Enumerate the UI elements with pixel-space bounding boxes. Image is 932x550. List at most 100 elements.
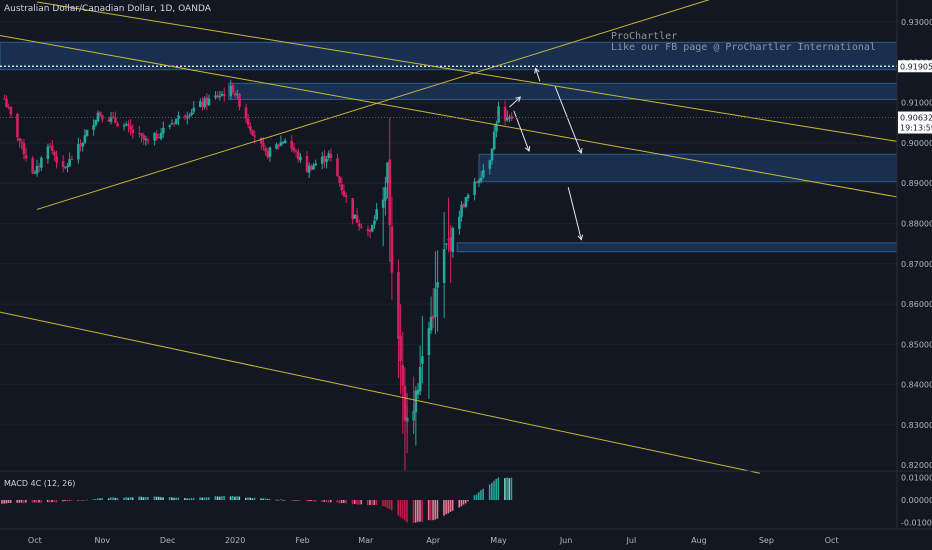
candle-body bbox=[479, 177, 483, 181]
candle-body bbox=[329, 154, 333, 158]
candle-body bbox=[216, 95, 220, 98]
candle-body bbox=[312, 165, 315, 170]
candle-body bbox=[246, 118, 250, 125]
candle-body bbox=[94, 119, 98, 126]
macd-bar bbox=[445, 500, 447, 515]
time-tick-label: Jun bbox=[559, 536, 573, 545]
candle-body bbox=[292, 147, 296, 151]
candle-body bbox=[421, 356, 424, 364]
watermark-line-1: ProChartler bbox=[611, 31, 678, 42]
candle-body bbox=[146, 140, 150, 142]
candle-body bbox=[436, 282, 439, 288]
macd-bar bbox=[462, 500, 465, 505]
macd-tick-label: 0.01000 bbox=[901, 474, 932, 483]
candle-body bbox=[357, 223, 361, 227]
macd-bar bbox=[236, 496, 238, 500]
candle-body bbox=[266, 151, 270, 158]
candle-body bbox=[508, 117, 511, 119]
macd-bar bbox=[77, 500, 79, 501]
macd-tick-label: -0.01000 bbox=[901, 518, 932, 527]
macd-bar bbox=[421, 500, 423, 522]
candle-body bbox=[299, 156, 302, 161]
candle-body bbox=[81, 143, 85, 147]
price-tick-label: 0.86000 bbox=[901, 300, 932, 309]
macd-bar bbox=[116, 497, 119, 500]
macd-bar bbox=[186, 498, 188, 500]
macd-bar bbox=[467, 500, 469, 502]
trendline bbox=[0, 311, 760, 474]
macd-bar bbox=[506, 477, 508, 500]
macd-bar bbox=[83, 500, 86, 501]
candle-body bbox=[458, 216, 461, 229]
candle-body bbox=[236, 93, 239, 95]
candle-body bbox=[305, 156, 309, 172]
macd-bar bbox=[33, 500, 36, 503]
candle-body bbox=[368, 230, 372, 232]
macd-bar bbox=[208, 497, 210, 500]
candle-body bbox=[370, 224, 374, 232]
macd-bar bbox=[297, 500, 299, 501]
macd-bar bbox=[360, 500, 363, 505]
supply-demand-zone bbox=[0, 41, 898, 71]
candle-body bbox=[373, 220, 376, 225]
macd-bar bbox=[279, 499, 282, 500]
macd-bar bbox=[123, 497, 125, 500]
macd-bar bbox=[245, 497, 247, 500]
macd-bar bbox=[451, 500, 454, 511]
candle-body bbox=[320, 156, 324, 164]
macd-bar bbox=[277, 499, 280, 501]
macd-bar bbox=[325, 500, 328, 503]
macd-bar bbox=[170, 497, 173, 500]
trendline bbox=[36, 1, 898, 142]
macd-bar bbox=[443, 500, 445, 516]
candle-body bbox=[201, 102, 204, 107]
candle-body bbox=[466, 195, 470, 199]
candle-body bbox=[277, 145, 280, 147]
macd-bar bbox=[504, 478, 506, 500]
macd-bar bbox=[55, 500, 58, 503]
macd-bar bbox=[153, 496, 156, 500]
macd-bar bbox=[340, 500, 343, 504]
candle-body bbox=[414, 390, 418, 413]
candle-body bbox=[24, 155, 28, 159]
price-tick-label: 0.88000 bbox=[901, 220, 932, 229]
macd-bar bbox=[162, 497, 164, 500]
macd-bar bbox=[412, 500, 415, 524]
candle-body bbox=[205, 97, 209, 105]
candle-body bbox=[83, 135, 87, 143]
projection-arrowhead bbox=[577, 148, 583, 155]
macd-bar bbox=[458, 500, 460, 508]
macd-bar bbox=[49, 500, 51, 503]
candle-body bbox=[175, 118, 178, 125]
macd-bar bbox=[464, 500, 467, 504]
macd-bar bbox=[260, 498, 262, 500]
macd-bar bbox=[157, 496, 160, 500]
candle-body bbox=[429, 316, 433, 331]
supply-demand-zone bbox=[478, 153, 898, 183]
candle-body bbox=[161, 127, 165, 134]
time-tick-label: 2020 bbox=[225, 536, 245, 545]
candle-body bbox=[310, 165, 313, 171]
macd-bar bbox=[473, 495, 476, 500]
candle-body bbox=[214, 95, 217, 98]
candle-body bbox=[116, 123, 119, 127]
candle-body bbox=[7, 106, 11, 108]
candle-body bbox=[418, 366, 422, 392]
macd-bar bbox=[401, 500, 404, 519]
macd-bar bbox=[419, 500, 421, 522]
macd-bar bbox=[99, 498, 101, 500]
time-tick-label: Nov bbox=[95, 536, 111, 545]
candle-body bbox=[390, 226, 394, 273]
macd-bar bbox=[284, 499, 286, 501]
price-tick-label: 0.82000 bbox=[901, 461, 932, 470]
macd-bar bbox=[53, 500, 56, 503]
candle-body bbox=[431, 315, 435, 319]
candle-body bbox=[222, 94, 226, 97]
current-price-tag bbox=[898, 111, 932, 134]
supply-demand-zone bbox=[456, 242, 898, 253]
macd-bar bbox=[138, 496, 140, 500]
candle-body bbox=[153, 133, 156, 141]
time-tick-label: Oct bbox=[28, 536, 42, 545]
macd-bar bbox=[9, 500, 12, 503]
